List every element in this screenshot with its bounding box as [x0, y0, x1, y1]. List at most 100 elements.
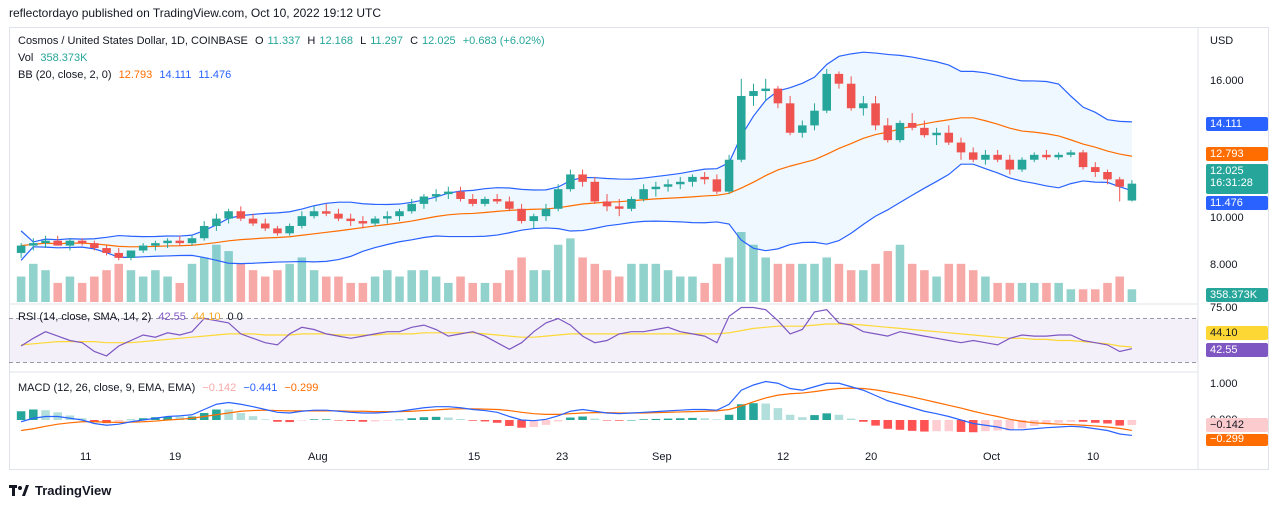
macd-hist-bar — [639, 419, 648, 420]
volume-bar — [199, 257, 209, 302]
candle-body — [1103, 172, 1112, 180]
last-price: 12.025 — [1210, 165, 1244, 177]
last-price-tag: 12.025 16:31:28 — [1206, 164, 1268, 194]
candle-body — [553, 189, 563, 209]
volume-bar — [1078, 289, 1088, 302]
price-tags: 14.111 12.793 12.025 16:31:28 11.476 358… — [1198, 0, 1268, 470]
bb-mid-line — [21, 117, 1133, 248]
volume-bar — [798, 263, 807, 302]
macd-line — [20, 380, 1132, 437]
volume-bar — [334, 276, 343, 302]
tradingview-logo-icon — [9, 484, 29, 496]
volume-bar — [1091, 289, 1100, 302]
rsi-legend: RSI (14, close, SMA, 14, 2) 42.55 44.10 … — [18, 311, 247, 323]
candle-body — [1005, 159, 1015, 170]
volume-bar — [90, 276, 99, 302]
candle-body — [639, 189, 648, 199]
volume-bar — [431, 276, 441, 302]
macd-tick: 1.000 — [1210, 378, 1238, 390]
candle-body — [663, 184, 673, 187]
candle-body — [602, 201, 612, 207]
macd-hist-bar — [41, 410, 50, 420]
macd-hist-bar — [566, 417, 575, 420]
volume-bar — [309, 270, 319, 302]
chart-frame — [9, 27, 1269, 470]
macd-hist-bar — [90, 420, 99, 422]
brand-name: TradingView — [35, 483, 112, 498]
macd-hist-bar — [590, 418, 600, 420]
candle-body — [138, 245, 148, 251]
macd-hist-bar — [468, 420, 478, 421]
macd-hist-bar — [236, 413, 246, 420]
volume-bar — [187, 263, 197, 302]
macd-hist-bar — [688, 417, 697, 420]
candle-body — [907, 122, 917, 128]
macd-hist-bar — [529, 420, 539, 427]
volume-bar — [944, 263, 954, 302]
volume-bar — [859, 270, 868, 302]
macd-hist-bar — [16, 411, 26, 420]
volume-bar — [578, 257, 587, 302]
macd-hist-bar — [334, 420, 343, 421]
rsi-sma-line — [21, 323, 1132, 348]
volume-bar — [871, 263, 880, 302]
volume-bar — [724, 257, 734, 302]
volume-bar — [651, 263, 661, 302]
candle-body — [737, 95, 746, 160]
tradingview-brand[interactable]: TradingView — [9, 483, 111, 498]
macd-hist-bar — [273, 420, 282, 422]
candle-body — [309, 211, 319, 217]
volume-bar — [395, 276, 404, 302]
symbol-title[interactable]: Cosmos / United States Dollar, 1D, COINB… — [18, 35, 248, 47]
macd-hist-bar — [956, 420, 966, 432]
macd-hist-tag: −0.142 — [1206, 418, 1268, 432]
volume-tag: 358.373K — [1206, 288, 1268, 302]
macd-hist-bar — [297, 420, 307, 421]
macd-hist-bar — [77, 418, 87, 420]
volume-bar — [29, 263, 38, 302]
macd-hist-bar — [749, 403, 758, 420]
macd-hist-bar — [383, 420, 392, 421]
volume-bar — [260, 276, 270, 302]
volume-bar — [895, 244, 905, 302]
candle-body — [41, 240, 50, 244]
candle-body — [431, 194, 441, 197]
candle-body — [126, 250, 136, 258]
candle-body — [614, 206, 624, 209]
ohlc-c: C 12.025 — [410, 35, 456, 47]
volume-bar — [358, 282, 368, 302]
x-label: 23 — [556, 451, 569, 463]
bb-lower-line — [20, 163, 1133, 265]
macd-hist-bar — [1091, 420, 1100, 423]
candle-body — [187, 238, 197, 244]
candle-body — [761, 88, 770, 92]
candle-body — [859, 103, 868, 109]
candle-body — [65, 240, 75, 246]
macd-hist-bar — [602, 420, 612, 421]
macd-hist-bar — [859, 420, 868, 422]
chart-canvas[interactable] — [9, 27, 1269, 470]
x-label: 11 — [80, 451, 92, 463]
candle-body — [1042, 154, 1051, 158]
volume-bar — [370, 276, 380, 302]
macd-hist-bar — [883, 420, 893, 429]
macd-legend: MACD (12, 26, close, 9, EMA, EMA) −0.142… — [18, 382, 322, 394]
volume-bar — [834, 263, 844, 302]
volume-bar — [810, 263, 819, 302]
macd-hist-bar — [822, 413, 832, 420]
candle-body — [968, 152, 978, 160]
candle-body — [700, 176, 709, 180]
macd-hist-bar — [1042, 420, 1051, 425]
candle-body — [199, 225, 209, 239]
volume-bar — [675, 276, 685, 302]
volume-bar — [297, 257, 307, 302]
macd-hist-bar — [419, 417, 429, 420]
volume-bar — [749, 244, 758, 302]
x-label: Sep — [652, 451, 672, 463]
ohlc-l: L 11.297 — [360, 35, 404, 47]
volume-bar — [541, 270, 551, 302]
macd-signal-tag: −0.299 — [1206, 434, 1268, 446]
candle-body — [1091, 167, 1100, 172]
macd-hist-bar — [224, 409, 233, 420]
candle-body — [163, 240, 172, 244]
